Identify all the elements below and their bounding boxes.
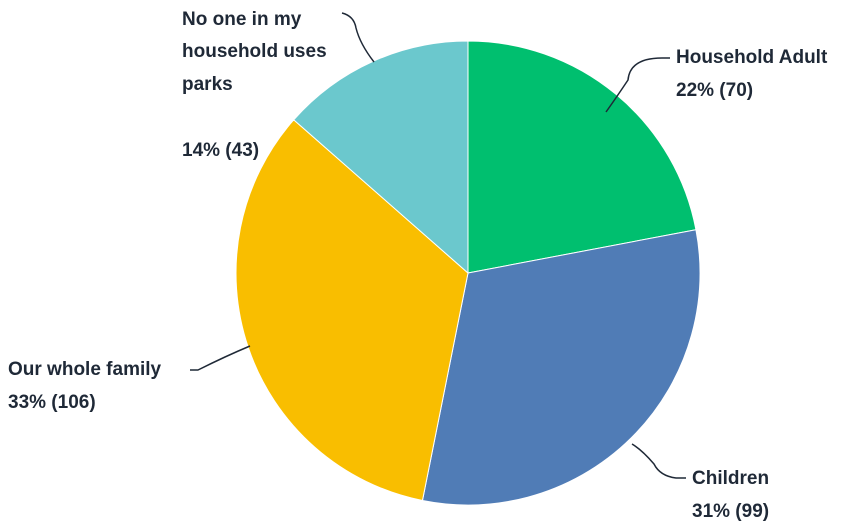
- label-leaders: [190, 12, 686, 479]
- slice-label-children-line-1: Children: [692, 468, 769, 489]
- slice-value-label-children: 31% (99): [692, 501, 769, 522]
- pie-slices: [235, 40, 701, 506]
- slice-label-our-whole-family-line-1: Our whole family: [8, 359, 162, 380]
- slice-label-no-one-in-my-household-uses-parks-line-1: No one in my: [182, 9, 302, 30]
- leader-line-household-adult: [605, 57, 670, 113]
- slice-label-no-one-in-my-household-uses-parks-line-3: parks: [182, 74, 233, 95]
- pie-slice-household-adult: [467, 40, 697, 274]
- slice-value-label-household-adult: 22% (70): [676, 80, 753, 101]
- leader-line-children: [631, 443, 686, 479]
- slice-label-household-adult-line-1: Household Adult: [676, 47, 828, 68]
- pie-slice-no-one-in-my-household-uses-parks: [293, 40, 469, 275]
- pie-slice-children: [421, 229, 701, 506]
- leader-line-no-one-in-my-household-uses-parks: [341, 12, 375, 63]
- slice-value-label-no-one-in-my-household-uses-parks: 14% (43): [182, 140, 259, 161]
- leader-line-our-whole-family: [190, 345, 251, 371]
- slice-value-label-our-whole-family: 33% (106): [8, 392, 96, 413]
- slice-label-no-one-in-my-household-uses-parks-line-2: household uses: [182, 41, 327, 62]
- slice-labels: Household Adult 22% (70) Children 31% (99) O…: [8, 9, 828, 522]
